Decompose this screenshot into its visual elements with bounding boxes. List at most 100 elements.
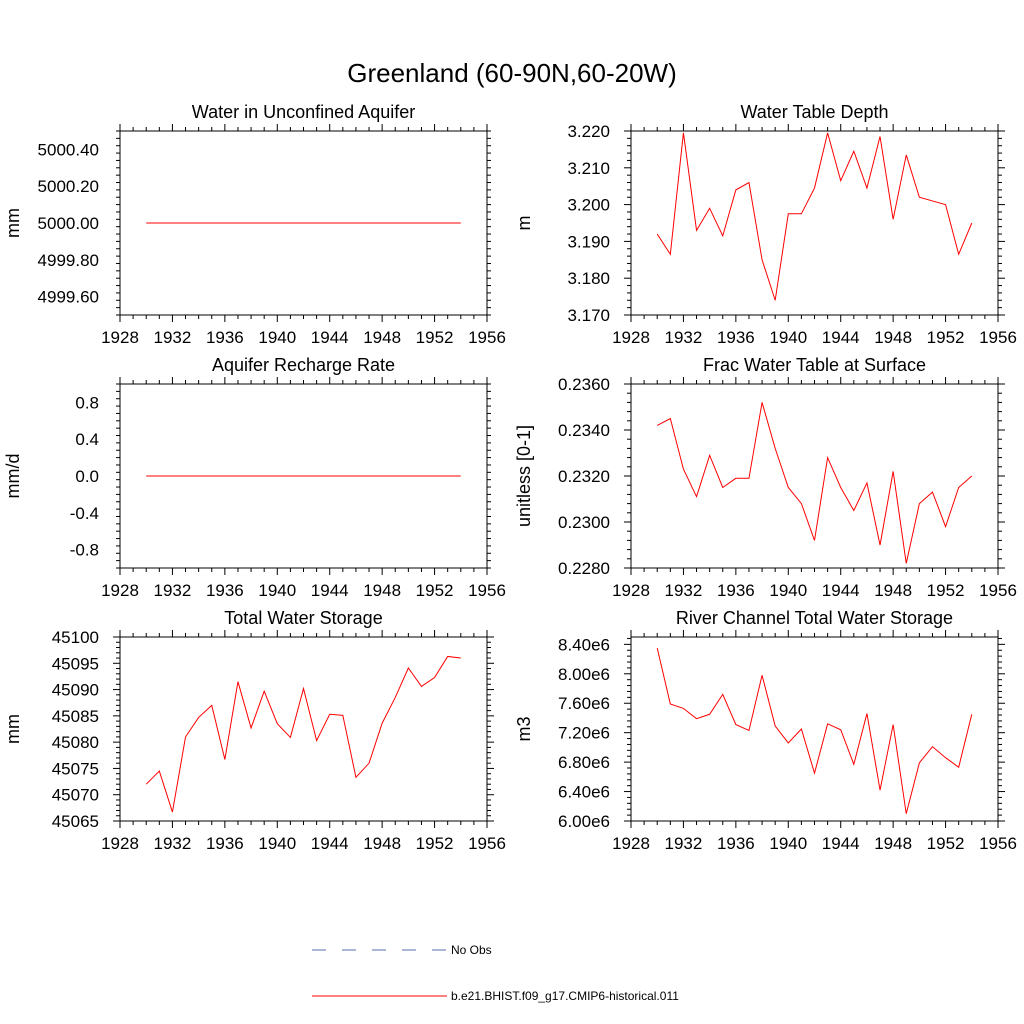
y-tick-label: 45075	[52, 759, 99, 778]
x-tick-label: 1940	[258, 581, 296, 600]
y-tick-label: 5000.00	[38, 214, 99, 233]
legend-obs-label: No Obs	[451, 943, 492, 957]
plot-frame	[119, 636, 488, 822]
y-tick-label: -0.8	[70, 541, 99, 560]
x-tick-label: 1952	[927, 834, 965, 853]
y-tick-label: 3.210	[567, 159, 610, 178]
y-tick-label: 3.180	[567, 269, 610, 288]
panel-total-water-storage: Total Water Storage mm 1928 1932 1936 1940 194…	[3, 608, 506, 853]
x-tick-label: 1956	[468, 834, 506, 853]
series-line	[656, 647, 973, 814]
y-tick-label: 0.2320	[558, 467, 610, 486]
y-tick-label: 4999.80	[38, 251, 99, 270]
x-tick-label: 1932	[154, 834, 192, 853]
x-tick-label: 1928	[101, 834, 139, 853]
x-tick-label: 1932	[665, 328, 703, 347]
x-tick-label: 1948	[363, 328, 401, 347]
series-line	[145, 655, 461, 813]
y-tick-label: 0.2300	[558, 513, 610, 532]
y-tick-label: 6.00e6	[558, 812, 610, 831]
x-tick-label: 1928	[101, 581, 139, 600]
y-tick-label: 3.190	[567, 232, 610, 251]
plot-frame	[630, 130, 999, 316]
y-tick-label: 0.8	[75, 393, 99, 412]
x-tick-label: 1944	[822, 581, 860, 600]
x-tick-label: 1944	[822, 328, 860, 347]
y-tick-label: 8.40e6	[558, 635, 610, 654]
x-tick-label: 1956	[468, 328, 506, 347]
y-axis-label: mm	[3, 208, 23, 238]
plot-frame	[630, 636, 999, 822]
x-tick-label: 1956	[979, 834, 1017, 853]
x-tick-label: 1928	[612, 581, 650, 600]
x-tick-label: 1948	[363, 834, 401, 853]
figure-title: Greenland (60-90N,60-20W)	[347, 58, 677, 88]
y-axis-label: m3	[514, 716, 534, 741]
y-tick-label: 0.0	[75, 467, 99, 486]
x-tick-label: 1932	[154, 581, 192, 600]
y-tick-label: 0.4	[75, 430, 99, 449]
panel-frac-water-table-at-surface: Frac Water Table at Surface unitless [0-1…	[514, 355, 1017, 600]
x-tick-label: 1948	[363, 581, 401, 600]
y-tick-label: 7.60e6	[558, 694, 610, 713]
y-tick-label: 0.2340	[558, 421, 610, 440]
x-tick-label: 1932	[665, 834, 703, 853]
y-tick-label: 45090	[52, 681, 99, 700]
x-tick-label: 1940	[769, 581, 807, 600]
panel-title: Water Table Depth	[740, 102, 888, 122]
x-tick-label: 1940	[258, 834, 296, 853]
x-tick-label: 1952	[416, 328, 454, 347]
x-tick-label: 1932	[665, 581, 703, 600]
x-tick-label: 1952	[927, 328, 965, 347]
y-tick-label: 45085	[52, 707, 99, 726]
panel-water-table-depth: Water Table Depth m 1928 1932 1936 1940 1944 19…	[514, 102, 1017, 347]
x-tick-label: 1928	[612, 834, 650, 853]
x-tick-label: 1936	[206, 328, 244, 347]
y-tick-label: 6.80e6	[558, 753, 610, 772]
x-tick-label: 1940	[769, 834, 807, 853]
x-tick-label: 1944	[822, 834, 860, 853]
y-tick-label: 4999.60	[38, 288, 99, 307]
x-tick-label: 1956	[979, 328, 1017, 347]
y-tick-label: 45080	[52, 733, 99, 752]
panel-title: River Channel Total Water Storage	[676, 608, 953, 628]
series-line	[656, 132, 973, 301]
y-tick-label: 6.40e6	[558, 783, 610, 802]
panel-title: Water in Unconfined Aquifer	[192, 102, 415, 122]
y-axis-label: mm	[3, 714, 23, 744]
panel-title: Frac Water Table at Surface	[703, 355, 926, 375]
y-tick-label: 45070	[52, 786, 99, 805]
panel-title: Aquifer Recharge Rate	[212, 355, 395, 375]
panel-title: Total Water Storage	[224, 608, 382, 628]
x-tick-label: 1952	[416, 834, 454, 853]
x-tick-label: 1944	[311, 581, 349, 600]
x-tick-label: 1936	[206, 834, 244, 853]
y-tick-label: 5000.40	[38, 140, 99, 159]
x-tick-label: 1936	[717, 834, 755, 853]
y-tick-label: 8.00e6	[558, 665, 610, 684]
x-tick-label: 1936	[717, 581, 755, 600]
panel-water-in-unconfined-aquifer: Water in Unconfined Aquifer mm 1928 1932 193…	[3, 102, 506, 347]
x-tick-label: 1944	[311, 328, 349, 347]
x-tick-label: 1928	[612, 328, 650, 347]
x-tick-label: 1936	[717, 328, 755, 347]
y-tick-label: 7.20e6	[558, 724, 610, 743]
x-tick-label: 1932	[154, 328, 192, 347]
y-tick-label: 45065	[52, 812, 99, 831]
legend-model-label: b.e21.BHIST.f09_g17.CMIP6-historical.011	[451, 989, 679, 1003]
y-tick-label: 3.200	[567, 196, 610, 215]
y-axis-label: unitless [0-1]	[514, 425, 534, 527]
y-tick-label: 3.220	[567, 122, 610, 141]
y-axis-label: m	[514, 216, 534, 231]
x-tick-label: 1944	[311, 834, 349, 853]
y-tick-label: 45095	[52, 654, 99, 673]
y-axis-label: mm/d	[3, 454, 23, 499]
legend: No Obs b.e21.BHIST.f09_g17.CMIP6-histori…	[312, 943, 679, 1003]
y-tick-label: 0.2360	[558, 375, 610, 394]
x-tick-label: 1952	[927, 581, 965, 600]
x-tick-label: 1952	[416, 581, 454, 600]
series-line	[656, 402, 973, 564]
x-tick-label: 1956	[979, 581, 1017, 600]
panel-aquifer-recharge-rate: Aquifer Recharge Rate mm/d 1928 1932 1936 194…	[3, 355, 506, 600]
